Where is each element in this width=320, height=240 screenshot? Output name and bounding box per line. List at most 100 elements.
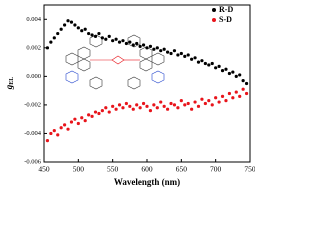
- point: [80, 29, 84, 33]
- x-tick-label: 450: [38, 165, 50, 174]
- point: [227, 71, 231, 76]
- point: [100, 36, 104, 40]
- point: [45, 46, 50, 50]
- point: [59, 126, 63, 130]
- point: [207, 99, 211, 103]
- point: [152, 47, 156, 51]
- point: [214, 96, 218, 100]
- point: [63, 123, 67, 127]
- x-tick-label: 500: [73, 165, 85, 174]
- point: [217, 64, 221, 68]
- point: [210, 61, 214, 66]
- point: [121, 39, 125, 43]
- point: [114, 37, 118, 41]
- point: [141, 101, 146, 106]
- point: [234, 90, 238, 94]
- point: [131, 43, 135, 47]
- x-tick-label: 600: [141, 165, 153, 174]
- point: [231, 70, 235, 74]
- point: [83, 119, 87, 123]
- point: [138, 44, 142, 48]
- legend-label: R-D: [219, 5, 233, 14]
- point: [135, 103, 139, 107]
- point: [56, 133, 60, 137]
- point: [224, 99, 228, 103]
- plot-frame: [43, 4, 251, 163]
- point: [203, 101, 207, 106]
- point: [111, 104, 115, 108]
- point: [183, 54, 187, 58]
- point: [159, 100, 163, 104]
- x-tick-label: 700: [210, 165, 222, 174]
- point: [66, 127, 70, 131]
- x-tick-label: 650: [176, 165, 188, 174]
- point: [169, 101, 173, 106]
- point: [166, 107, 170, 111]
- point: [104, 106, 108, 110]
- point: [162, 47, 166, 51]
- point: [124, 101, 128, 106]
- point: [63, 23, 67, 27]
- point: [73, 23, 77, 27]
- point: [104, 37, 108, 41]
- x-axis-title: Wavelength (nm): [114, 177, 180, 187]
- point: [83, 27, 87, 31]
- point: [90, 33, 94, 37]
- point: [152, 103, 156, 107]
- point: [190, 107, 194, 111]
- point: [176, 53, 180, 57]
- point: [73, 117, 77, 121]
- point: [128, 40, 132, 44]
- point: [231, 96, 235, 100]
- point: [224, 67, 228, 71]
- y-tick-label: -0.006: [24, 158, 42, 165]
- y-tick-label: 0.002: [26, 44, 41, 51]
- point: [52, 129, 56, 133]
- point: [193, 100, 197, 104]
- point: [87, 113, 91, 117]
- molecule-inset: [65, 34, 165, 90]
- point: [200, 59, 204, 63]
- point: [190, 57, 194, 61]
- point: [166, 50, 170, 54]
- point: [66, 19, 70, 23]
- point: [97, 111, 101, 116]
- point: [135, 41, 139, 46]
- point: [172, 49, 177, 53]
- point: [121, 106, 125, 110]
- point: [49, 40, 53, 44]
- point: [238, 94, 242, 98]
- point: [220, 94, 225, 98]
- point: [183, 103, 187, 107]
- point: [179, 99, 183, 103]
- point: [217, 100, 221, 104]
- point: [159, 49, 163, 53]
- point: [193, 56, 197, 60]
- point: [186, 53, 190, 57]
- y-axis-title-main: g: [4, 84, 14, 90]
- point: [214, 66, 218, 70]
- legend-marker: [212, 18, 216, 22]
- point: [107, 34, 111, 39]
- point: [69, 20, 74, 24]
- x-tick-label: 750: [244, 165, 255, 174]
- point: [52, 36, 56, 40]
- point: [124, 41, 128, 46]
- point: [234, 74, 238, 78]
- point: [220, 69, 225, 73]
- point: [210, 103, 214, 107]
- point: [93, 110, 98, 114]
- point: [227, 91, 231, 96]
- point: [244, 91, 249, 96]
- point: [117, 40, 122, 44]
- point: [87, 31, 91, 36]
- point: [179, 51, 183, 56]
- x-tick-label: 550: [107, 165, 119, 174]
- point: [200, 97, 204, 101]
- point: [196, 60, 201, 64]
- y-tick-label: 0.000: [26, 73, 41, 80]
- legend-marker: [212, 8, 216, 12]
- point: [238, 73, 242, 77]
- point: [45, 138, 50, 143]
- point: [76, 121, 80, 126]
